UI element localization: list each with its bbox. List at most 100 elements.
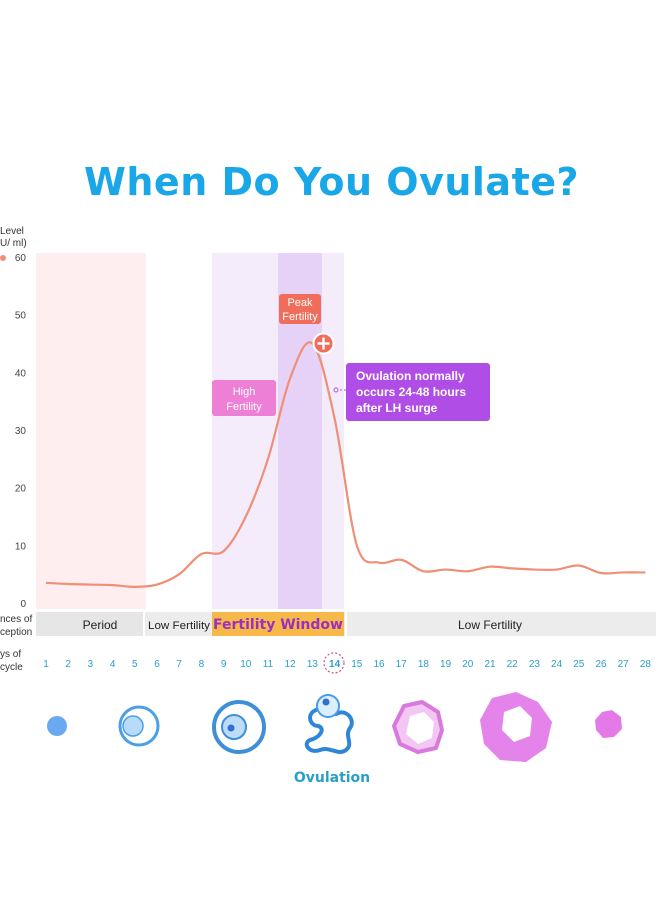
peak-callout-line2: Fertility — [282, 311, 318, 323]
data-point — [555, 568, 557, 570]
peak-marker — [312, 332, 335, 355]
data-point — [422, 570, 424, 572]
data-point — [400, 559, 402, 561]
data-point — [600, 572, 602, 574]
data-point — [67, 583, 69, 585]
y-tick-label: 50 — [15, 311, 27, 322]
follicle-small-icon — [47, 716, 67, 736]
data-point — [89, 583, 91, 585]
days-label-line2: cycle — [0, 662, 23, 673]
data-point — [444, 568, 446, 570]
y-axis-label-line1: Level — [0, 226, 24, 237]
phase-low-fertility-2: Low Fertility — [458, 618, 522, 632]
data-point — [578, 564, 580, 566]
high-fertility-callout — [212, 380, 276, 416]
ovulation-callout — [346, 363, 490, 421]
lh-curve — [45, 341, 646, 588]
ovulation-callout-line3: after LH surge — [356, 401, 438, 415]
data-point — [378, 561, 380, 563]
y-tick-label: 30 — [15, 426, 27, 437]
day-number-highlighted: 14 — [329, 659, 341, 670]
ovulation-egg-icon — [304, 694, 354, 754]
y-tick-label: 40 — [15, 368, 27, 379]
day-number: 26 — [595, 659, 607, 670]
day-number: 7 — [176, 659, 182, 670]
phase-low-fertility-1: Low Fertility — [148, 620, 211, 632]
y-tick-label: 20 — [15, 484, 27, 495]
follicle-growing-icon — [118, 705, 160, 747]
page-title: When Do You Ovulate? — [83, 160, 580, 204]
day-number: 20 — [462, 659, 474, 670]
period-phase — [36, 612, 144, 636]
day-number: 11 — [263, 659, 274, 670]
data-point — [111, 584, 113, 586]
phase-fertility-window: Fertility Window — [213, 617, 343, 633]
day-number: 1 — [43, 659, 49, 670]
high-callout-line2: Fertility — [226, 401, 262, 413]
follicle-illustrations — [47, 692, 622, 762]
day-number: 6 — [154, 659, 160, 670]
day-number: 12 — [285, 659, 297, 670]
day-number: 5 — [132, 659, 138, 670]
fertility-window-phase — [212, 612, 344, 636]
ovulation-label: Ovulation — [294, 770, 370, 786]
legend-dot — [0, 255, 6, 261]
y-axis-label-line2: U/ ml) — [0, 238, 27, 249]
corpus-albicans-icon — [595, 710, 622, 738]
high-callout-line1: High — [233, 386, 256, 398]
data-point — [200, 553, 202, 555]
follicle-mature-icon — [212, 700, 266, 754]
corpus-luteum-large-icon — [480, 692, 552, 762]
ovulation-callout-line2: occurs 24-48 hours — [356, 385, 466, 399]
data-point — [489, 565, 491, 567]
chances-label-line2: ception — [0, 627, 32, 638]
ovulation-callout-line1: Ovulation normally — [356, 369, 465, 383]
day-number: 23 — [529, 659, 541, 670]
day-number: 28 — [640, 659, 652, 670]
period-band — [36, 253, 146, 609]
phase-period: Period — [83, 618, 118, 632]
data-point — [267, 458, 269, 460]
day-number: 16 — [373, 659, 385, 670]
day-number: 17 — [396, 659, 408, 670]
day-number: 4 — [110, 659, 116, 670]
data-point — [333, 417, 335, 419]
day-number: 9 — [221, 659, 227, 670]
day-number: 24 — [551, 659, 563, 670]
day-number: 18 — [418, 659, 430, 670]
days-label-line1: ys of — [0, 649, 21, 660]
chances-label-line1: nces of — [0, 614, 32, 625]
data-point — [45, 582, 47, 584]
data-point — [356, 544, 358, 546]
day-number: 25 — [573, 659, 585, 670]
day-number: 13 — [307, 659, 319, 670]
day-number: 22 — [507, 659, 519, 670]
data-point — [467, 570, 469, 572]
ovulation-callout-dot — [333, 387, 339, 393]
day-number: 10 — [240, 659, 252, 670]
peak-fertility-callout — [279, 294, 321, 324]
day-number: 19 — [440, 659, 452, 670]
data-point — [245, 515, 247, 517]
data-point — [156, 583, 158, 585]
data-point — [511, 567, 513, 569]
day-number: 2 — [65, 659, 71, 670]
day-number: 8 — [199, 659, 205, 670]
y-tick-label: 60 — [15, 253, 27, 264]
day-number: 15 — [351, 659, 363, 670]
y-tick-label: 0 — [20, 599, 26, 610]
data-point — [644, 571, 646, 573]
day-number: 27 — [618, 659, 630, 670]
day-numbers: 1 2 3 4 5 6 7 8 9 10 11 12 13 14 15 16 17 18 19 20 21 22 23 24 2… — [43, 659, 651, 670]
data-point — [289, 377, 291, 379]
y-tick-label: 10 — [15, 541, 27, 552]
data-point — [178, 573, 180, 575]
data-point — [134, 586, 136, 588]
data-point — [622, 571, 624, 573]
highlighted-day-ring — [323, 652, 345, 674]
peak-callout-line1: Peak — [287, 297, 313, 309]
corpus-luteum-icon — [392, 700, 444, 754]
day-number: 21 — [484, 659, 496, 670]
day-number: 3 — [88, 659, 94, 670]
